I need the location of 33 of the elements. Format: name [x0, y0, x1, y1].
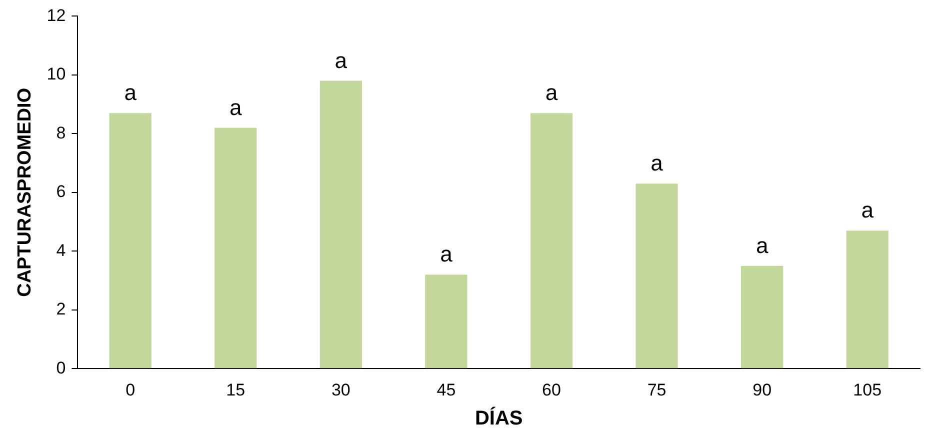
annotation: a [124, 80, 138, 106]
x-tick-label: 15 [226, 380, 246, 400]
y-tick-label: 4 [56, 240, 66, 260]
x-tick-label: 0 [126, 380, 136, 400]
y-tick-label: 8 [56, 123, 66, 142]
annotation: a [756, 232, 769, 258]
annotation: a [334, 48, 348, 73]
y-tick-label: 12 [46, 6, 66, 25]
bar [741, 266, 784, 368]
bar [109, 113, 152, 368]
bar [425, 274, 468, 368]
x-tick-label: 105 [853, 380, 882, 400]
bar [530, 113, 573, 368]
x-tick-label: 30 [331, 380, 350, 400]
x-axis-title: DÍAS [474, 406, 523, 430]
y-tick-label: 2 [56, 300, 66, 319]
bar [320, 80, 362, 368]
x-tick-label: 90 [752, 380, 772, 400]
bar [846, 230, 888, 368]
y-tick-label: 10 [46, 64, 66, 84]
annotation: a [545, 80, 558, 106]
x-tick-label: 45 [436, 380, 456, 400]
annotation: a [861, 198, 874, 223]
bar [214, 128, 257, 368]
bar [636, 184, 678, 368]
annotation: a [650, 150, 664, 176]
y-tick-label: 6 [56, 182, 66, 202]
y-tick-label: 0 [56, 358, 66, 378]
annotation: a [230, 94, 243, 120]
x-tick-label: 60 [542, 380, 561, 400]
x-tick-label: 75 [647, 380, 666, 400]
y-axis-title: CAPTURASPROMEDIO [14, 88, 36, 297]
annotation: a [440, 242, 454, 267]
